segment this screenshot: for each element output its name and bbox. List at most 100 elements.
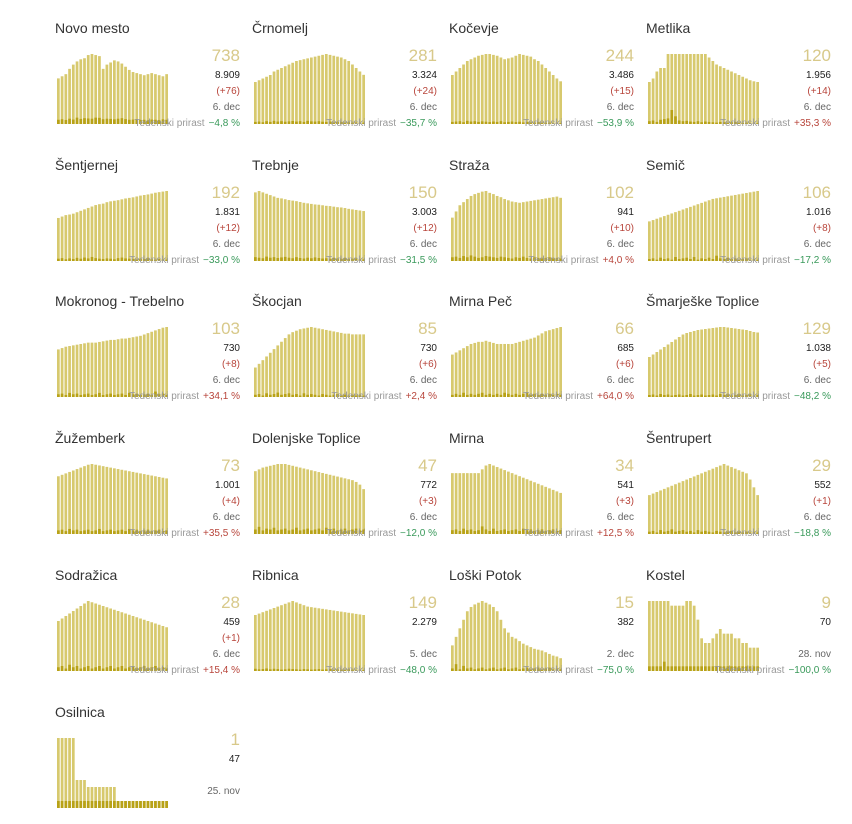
active-cases-bar <box>559 492 562 534</box>
new-cases-bar <box>154 801 157 808</box>
municipality-card[interactable]: Mokronog - Trebelno 103 730 (+8) 6. dec Teden… <box>55 293 240 413</box>
weekly-growth-value: −4,8 % <box>208 118 240 129</box>
municipality-card[interactable]: Osilnica 1 47 25. nov <box>55 704 240 824</box>
active-cases-bar <box>536 335 540 397</box>
new-cases-bar <box>64 394 68 397</box>
municipality-card[interactable]: Mirna 34 541 (+3) 6. dec Tedenski prirast +12,… <box>449 430 634 550</box>
new-cases-bar <box>555 393 559 397</box>
new-cases-bar <box>268 669 272 671</box>
municipality-card[interactable]: Loški Potok 15 382 2. dec Tedenski prirast −7… <box>449 567 634 687</box>
active-cases-bar <box>529 647 533 671</box>
active-cases-bar <box>465 199 469 261</box>
municipality-card[interactable]: Trebnje 150 3.003 (+12) 6. dec Tedenski prira… <box>252 157 437 277</box>
new-cases-bar <box>700 258 703 261</box>
municipality-card[interactable]: Šentrupert 29 552 (+1) 6. dec Tedenski priras… <box>646 430 831 550</box>
active-cases-bar <box>83 603 86 671</box>
active-cases-bar <box>295 602 298 671</box>
active-cases-bar <box>75 61 79 124</box>
active-cases-bar <box>648 357 651 397</box>
active-cases-bar <box>685 208 689 261</box>
active-cases-bar <box>525 479 529 534</box>
municipality-card[interactable]: Kočevje 244 3.486 (+15) 6. dec Tedenski prira… <box>449 20 634 140</box>
active-cases-bar <box>280 198 283 261</box>
new-cases-bar <box>462 256 465 261</box>
active-cases-bar <box>75 780 79 808</box>
active-cases-bar <box>298 603 302 671</box>
active-cases-bar <box>332 331 336 397</box>
active-cases-bar <box>328 54 332 124</box>
active-cases-bar <box>90 54 94 124</box>
active-cases-bar <box>670 54 674 124</box>
new-cases-bar <box>670 395 674 397</box>
active-cases-bar <box>477 473 480 534</box>
new-cases-bar <box>146 529 150 534</box>
municipality-card[interactable]: Ribnica 149 2.279 5. dec Tedenski prirast −48… <box>252 567 437 687</box>
municipality-card[interactable]: Črnomelj 281 3.324 (+24) 6. dec Tedenski prir… <box>252 20 437 140</box>
municipality-card[interactable]: Žužemberk 73 1.001 (+4) 6. dec Tedenski prira… <box>55 430 240 550</box>
municipality-card[interactable]: Straža 102 941 (+10) 6. dec Tedenski prirast +… <box>449 157 634 277</box>
new-cases-bar <box>146 120 150 124</box>
new-cases-bar <box>109 118 112 124</box>
municipality-card[interactable]: Mirna Peč 66 685 (+6) 6. dec Tedenski prirast… <box>449 293 634 413</box>
new-cases-delta: (+24) <box>413 86 437 97</box>
active-cases-bar <box>536 61 540 124</box>
municipality-card[interactable]: Šmarješke Toplice 129 1.038 (+5) 6. dec Teden… <box>646 293 831 413</box>
new-cases-bar <box>313 529 317 534</box>
municipality-card[interactable]: Semič 106 1.016 (+8) 6. dec Tedenski prirast −… <box>646 157 831 277</box>
new-cases-bar <box>484 121 488 124</box>
new-cases-bar <box>670 259 674 261</box>
new-cases-bar <box>139 801 142 808</box>
new-cases-bar <box>257 257 261 261</box>
new-cases-bar <box>480 121 484 124</box>
municipality-card[interactable]: Sodražica 28 459 (+1) 6. dec Tedenski prirast… <box>55 567 240 687</box>
active-cases-value: 47 <box>418 456 437 475</box>
new-cases-bar <box>154 530 157 534</box>
new-cases-bar <box>161 259 165 261</box>
active-cases-bar <box>741 193 745 261</box>
active-cases-bar <box>324 329 328 397</box>
new-cases-bar <box>662 395 666 397</box>
active-cases-bar <box>548 197 551 261</box>
new-cases-bar <box>551 258 555 261</box>
new-cases-bar <box>324 527 328 534</box>
weekly-growth: Tedenski prirast −35,7 % <box>326 118 437 129</box>
new-cases-bar <box>324 121 328 124</box>
total-cases-value: 3.324 <box>411 70 437 81</box>
new-cases-bar <box>726 666 730 671</box>
weekly-growth-value: −75,0 % <box>597 665 634 676</box>
active-cases-bar <box>473 194 477 261</box>
last-update-date: 6. dec <box>606 512 634 523</box>
active-cases-bar <box>677 605 681 671</box>
new-cases-bar <box>265 256 268 261</box>
active-cases-bar <box>64 738 68 808</box>
new-cases-bar <box>295 121 298 124</box>
active-cases-bar <box>113 787 116 808</box>
new-cases-bar <box>488 393 492 397</box>
active-cases-bar <box>351 480 354 534</box>
active-cases-bar <box>741 329 745 397</box>
new-cases-bar <box>756 395 759 397</box>
municipality-card[interactable]: Šentjernej 192 1.831 (+12) 6. dec Tedenski pr… <box>55 157 240 277</box>
active-cases-bar <box>150 73 154 124</box>
municipality-card[interactable]: Kostel 9 70 28. nov Tedenski prirast −100,0 % <box>646 567 831 687</box>
sparkline-chart <box>57 464 168 534</box>
active-cases-bar <box>707 643 711 671</box>
new-cases-bar <box>722 532 726 534</box>
new-cases-bar <box>113 801 116 808</box>
last-update-date: 6. dec <box>803 102 831 113</box>
municipality-card[interactable]: Dolenjske Toplice 47 772 (+3) 6. dec Tedenski… <box>252 430 437 550</box>
active-cases-bar <box>715 327 718 397</box>
active-cases-bar <box>756 647 759 671</box>
municipality-card[interactable]: Škocjan 85 730 (+6) 6. dec Tedenski prirast +2… <box>252 293 437 413</box>
active-cases-bar <box>718 197 722 261</box>
municipality-card[interactable]: Metlika 120 1.956 (+14) 6. dec Tedenski prira… <box>646 20 831 140</box>
municipality-card[interactable]: Novo mesto 738 8.909 (+76) 6. dec Tedenski pr… <box>55 20 240 140</box>
active-cases-value: 34 <box>615 456 634 475</box>
new-cases-bar <box>510 530 514 534</box>
active-cases-bar <box>454 636 458 671</box>
active-cases-bar <box>113 609 116 671</box>
active-cases-bar <box>533 59 536 124</box>
new-cases-bar <box>651 394 655 397</box>
new-cases-bar <box>105 118 109 124</box>
active-cases-bar <box>272 464 276 534</box>
